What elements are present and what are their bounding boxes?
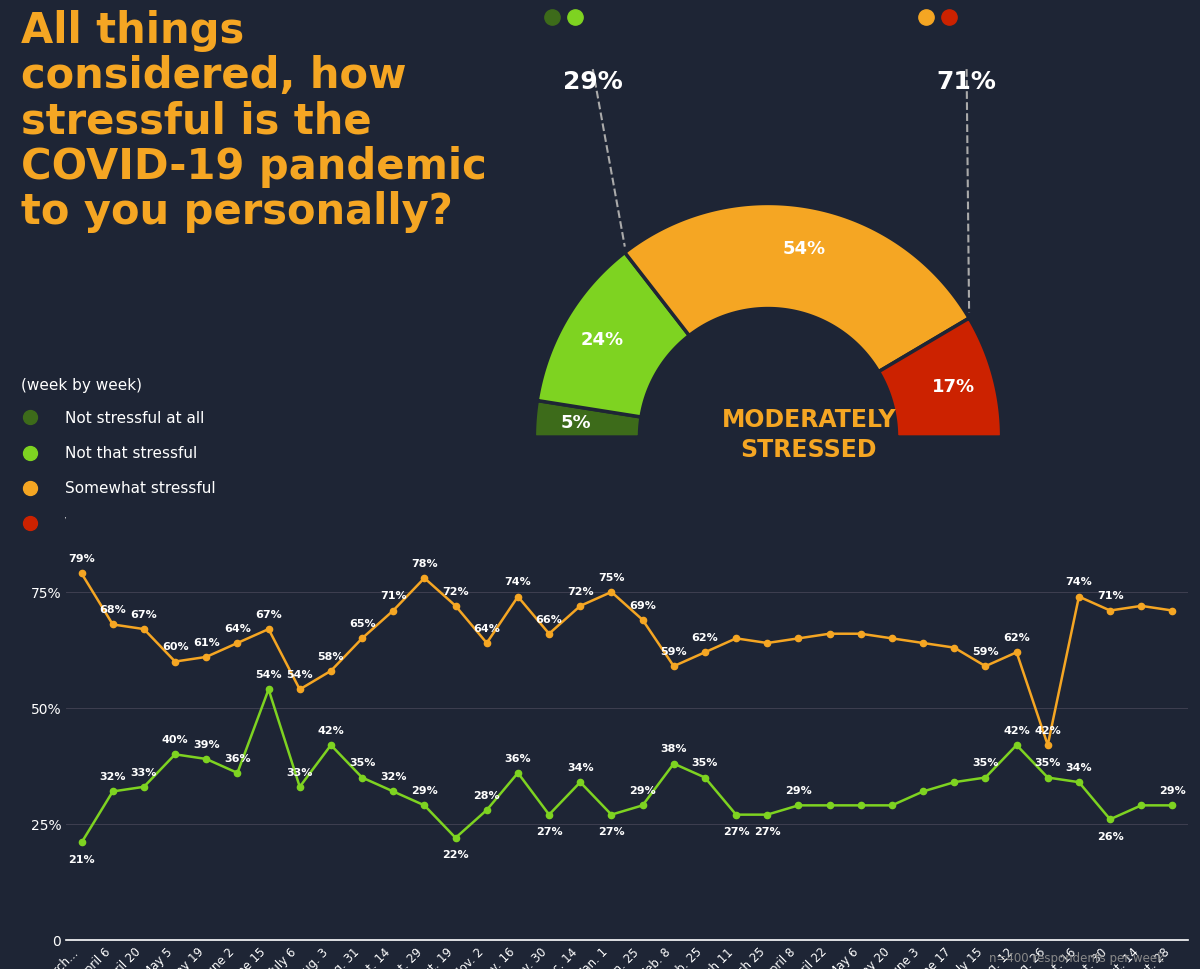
Text: 62%: 62% — [1003, 633, 1030, 642]
Polygon shape — [534, 401, 641, 438]
Text: 74%: 74% — [504, 577, 532, 587]
Text: 34%: 34% — [566, 763, 594, 772]
Text: 35%: 35% — [691, 758, 718, 767]
Text: 27%: 27% — [598, 827, 625, 836]
Text: 54%: 54% — [782, 239, 826, 258]
Text: 79%: 79% — [68, 553, 95, 564]
Text: 58%: 58% — [318, 651, 344, 661]
Text: 78%: 78% — [412, 558, 438, 568]
Text: 66%: 66% — [535, 614, 563, 624]
Text: 61%: 61% — [193, 637, 220, 647]
Text: 21%: 21% — [68, 855, 95, 864]
Text: 69%: 69% — [629, 600, 656, 610]
Text: n=400 respondents per week: n=400 respondents per week — [989, 952, 1164, 964]
Polygon shape — [878, 319, 1002, 438]
Circle shape — [640, 309, 896, 566]
Text: Not that stressful: Not that stressful — [65, 446, 198, 460]
Text: 40%: 40% — [162, 735, 188, 744]
Text: 72%: 72% — [443, 586, 469, 596]
Text: 42%: 42% — [1034, 725, 1061, 735]
Text: 35%: 35% — [1034, 758, 1061, 767]
Text: 29%: 29% — [785, 785, 811, 796]
Polygon shape — [625, 204, 970, 372]
Text: 29%: 29% — [1159, 785, 1186, 796]
Text: 27%: 27% — [754, 827, 780, 836]
Text: 26%: 26% — [1097, 831, 1123, 841]
Text: Very stressful: Very stressful — [65, 516, 169, 531]
Text: 22%: 22% — [443, 850, 469, 860]
Text: 62%: 62% — [691, 633, 719, 642]
Text: 24%: 24% — [581, 330, 624, 349]
Text: 67%: 67% — [256, 610, 282, 619]
Text: 65%: 65% — [349, 618, 376, 629]
Text: 54%: 54% — [287, 670, 313, 679]
Text: Somewhat stressful: Somewhat stressful — [65, 481, 216, 496]
Text: 42%: 42% — [318, 725, 344, 735]
Text: 33%: 33% — [131, 766, 157, 777]
Text: Not stressful at all: Not stressful at all — [65, 410, 205, 425]
Text: 72%: 72% — [566, 586, 594, 596]
Text: 75%: 75% — [598, 572, 625, 582]
Text: 39%: 39% — [193, 739, 220, 749]
Text: 59%: 59% — [972, 646, 998, 656]
Text: 36%: 36% — [224, 753, 251, 763]
Text: 27%: 27% — [535, 827, 563, 836]
Text: 59%: 59% — [660, 646, 688, 656]
Text: 27%: 27% — [722, 827, 749, 836]
Text: 35%: 35% — [972, 758, 998, 767]
Text: 54%: 54% — [256, 670, 282, 679]
Text: 28%: 28% — [474, 790, 500, 800]
Text: 32%: 32% — [380, 771, 407, 781]
Text: 60%: 60% — [162, 641, 188, 652]
Text: 34%: 34% — [1066, 763, 1092, 772]
Polygon shape — [538, 253, 689, 418]
Text: 74%: 74% — [1066, 577, 1092, 587]
Text: 67%: 67% — [131, 610, 157, 619]
Text: 36%: 36% — [505, 753, 532, 763]
Text: 29%: 29% — [563, 70, 623, 94]
Text: 29%: 29% — [412, 785, 438, 796]
Text: 29%: 29% — [629, 785, 656, 796]
Text: 64%: 64% — [224, 623, 251, 633]
Text: MODERATELY
STRESSED: MODERATELY STRESSED — [721, 408, 896, 461]
Text: 17%: 17% — [932, 378, 976, 395]
Text: 71%: 71% — [380, 591, 407, 601]
Text: 68%: 68% — [100, 605, 126, 614]
Text: 35%: 35% — [349, 758, 376, 767]
Text: 38%: 38% — [660, 743, 688, 754]
Text: 33%: 33% — [287, 766, 313, 777]
Text: 64%: 64% — [473, 623, 500, 633]
Text: 71%: 71% — [1097, 591, 1123, 601]
Text: 5%: 5% — [560, 414, 592, 431]
Text: (week by week): (week by week) — [20, 378, 142, 392]
Text: 71%: 71% — [937, 70, 996, 94]
Text: All things
considered, how
stressful is the
COVID-19 pandemic
to you personally?: All things considered, how stressful is … — [20, 10, 487, 233]
Text: 42%: 42% — [1003, 725, 1030, 735]
Text: 32%: 32% — [100, 771, 126, 781]
